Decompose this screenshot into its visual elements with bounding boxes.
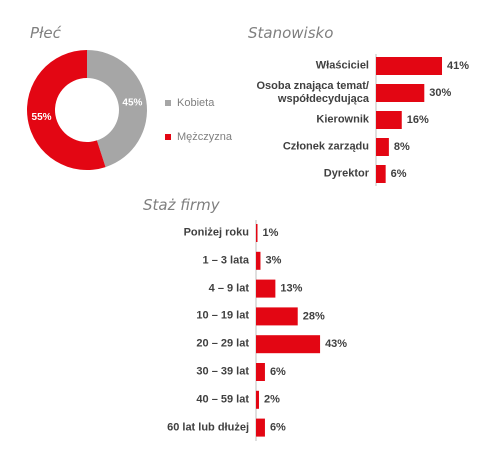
value-label: 1%: [262, 227, 278, 239]
value-label: 13%: [280, 283, 302, 295]
bar: [376, 57, 443, 75]
category-label: 10 – 19 lat: [196, 309, 249, 322]
bar: [256, 335, 321, 354]
bar: [256, 251, 261, 270]
legend-label: Mężczyzna: [177, 131, 233, 143]
bar: [256, 224, 258, 242]
category-label: 30 – 39 lat: [196, 365, 249, 378]
bar: [256, 307, 298, 326]
value-label: 8%: [394, 141, 410, 153]
category-label: Członek zarządu: [282, 140, 369, 153]
chart-title: Stanowisko: [248, 24, 334, 42]
category-label: Poniżej roku: [183, 226, 249, 239]
value-label: 41%: [447, 60, 469, 72]
chart-title: Staż firmy: [143, 196, 220, 214]
value-label: 6%: [270, 366, 286, 378]
bar: [256, 418, 265, 437]
category-label: Właściciel: [315, 59, 369, 72]
bar: [376, 165, 386, 183]
bar: [376, 138, 389, 156]
bar: [376, 84, 425, 102]
donut-slice: [27, 50, 106, 170]
category-label: 40 – 59 lat: [196, 393, 249, 406]
legend-swatch: [165, 134, 171, 140]
legend-label: Kobieta: [177, 97, 215, 109]
donut-slice: [87, 50, 148, 168]
bar: [376, 111, 402, 129]
category-label: 1 – 3 lata: [202, 254, 249, 267]
category-label: Osoba znająca temat/ współdecydująca: [256, 80, 370, 105]
category-label: Dyrektor: [323, 167, 369, 180]
legend-swatch: [165, 100, 171, 106]
value-label: 45%: [122, 97, 142, 108]
bar: [256, 279, 276, 298]
value-label: 6%: [391, 168, 407, 180]
bar: [256, 390, 259, 409]
category-label: Kierownik: [316, 113, 369, 126]
category-label: 4 – 9 lat: [208, 282, 249, 295]
value-label: 16%: [407, 114, 429, 126]
value-label: 3%: [265, 255, 281, 267]
value-label: 2%: [264, 394, 280, 406]
category-label: 20 – 29 lat: [196, 337, 249, 350]
value-label: 30%: [429, 87, 451, 99]
value-label: 6%: [270, 422, 286, 434]
value-label: 28%: [303, 310, 325, 322]
value-label: 43%: [325, 338, 347, 350]
bar: [256, 363, 265, 381]
category-label: 60 lat lub dłużej: [167, 421, 249, 434]
chart-title: Płeć: [30, 24, 61, 42]
value-label: 55%: [32, 112, 52, 123]
